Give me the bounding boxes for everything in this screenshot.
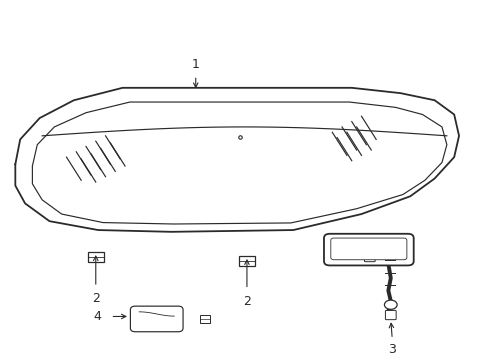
FancyBboxPatch shape bbox=[130, 306, 183, 332]
Circle shape bbox=[384, 300, 396, 309]
FancyBboxPatch shape bbox=[364, 255, 374, 262]
Bar bbox=[199, 315, 210, 323]
Text: 1: 1 bbox=[191, 58, 199, 71]
FancyBboxPatch shape bbox=[330, 238, 406, 260]
Bar bbox=[88, 252, 103, 262]
FancyBboxPatch shape bbox=[385, 310, 395, 320]
Text: 2: 2 bbox=[243, 295, 250, 308]
Text: 3: 3 bbox=[387, 343, 395, 356]
FancyBboxPatch shape bbox=[324, 234, 413, 265]
Text: 2: 2 bbox=[92, 292, 100, 305]
Bar bbox=[239, 256, 254, 266]
Text: 4: 4 bbox=[94, 310, 102, 323]
